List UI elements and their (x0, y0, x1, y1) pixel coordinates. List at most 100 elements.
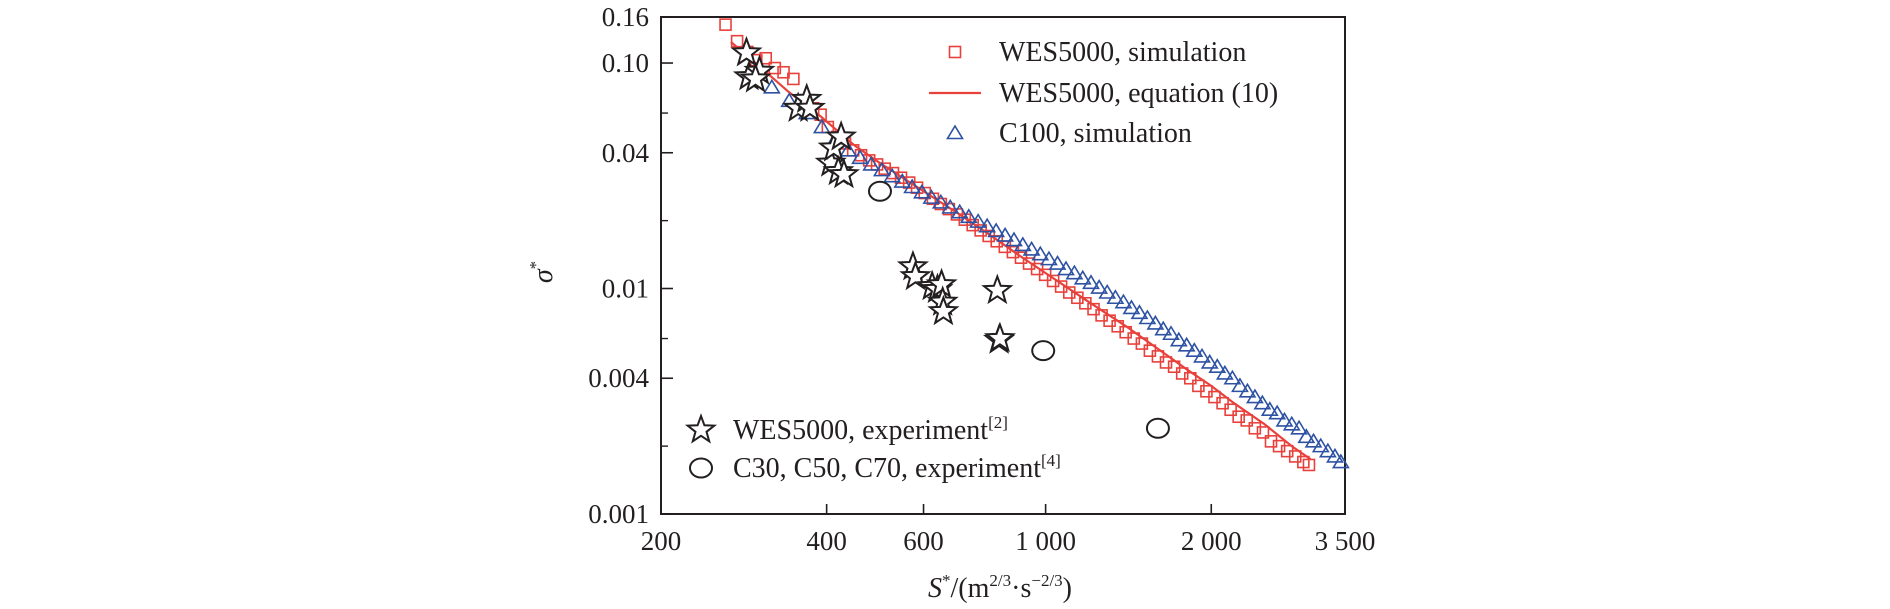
data-point-square (1256, 426, 1270, 439)
data-point-triangle (1162, 325, 1180, 341)
data-point-triangle (1297, 428, 1316, 444)
legend-label: C30, C50, C70, experiment[4] (733, 451, 1061, 484)
data-point-triangle (1057, 260, 1075, 276)
data-point-square (1240, 414, 1254, 427)
data-point-triangle (1022, 240, 1041, 256)
legend-marker-triangle (946, 124, 964, 140)
data-point-triangle (1122, 299, 1141, 315)
data-point-triangle (1215, 364, 1234, 380)
data-point-triangle (883, 167, 901, 183)
data-point-triangle (1090, 278, 1109, 294)
data-point-star (927, 294, 960, 326)
data-point-triangle (839, 141, 858, 157)
data-point-star (827, 157, 861, 189)
data-point-triangle (1208, 358, 1227, 374)
data-point-triangle (1040, 250, 1058, 266)
x-tick-label: 2 000 (1181, 526, 1242, 556)
data-point-triangle (1331, 453, 1350, 469)
data-point-triangle (1318, 442, 1337, 458)
data-point-triangle (1114, 293, 1133, 309)
data-point-square (777, 65, 790, 79)
data-point-triangle (969, 213, 988, 228)
data-point-star (981, 273, 1014, 305)
data-point-triangle (959, 208, 978, 224)
data-point-triangle (1246, 388, 1264, 404)
data-point-triangle (1130, 304, 1149, 320)
data-point-triangle (1275, 411, 1294, 427)
y-tick-label: 0.004 (588, 363, 649, 393)
data-point-star (793, 91, 827, 122)
series-triangle (762, 78, 1350, 469)
legend-bottom-left: WES5000, experiment[2] C30, C50, C70, exp… (684, 413, 1061, 484)
data-point-triangle (1106, 289, 1125, 305)
x-tick-label: 200 (641, 526, 682, 556)
data-point-triangle (1253, 394, 1272, 410)
data-point-square (1159, 356, 1173, 369)
data-point-triangle (851, 149, 869, 165)
data-point-triangle (1238, 382, 1257, 398)
data-point-triangle (996, 226, 1015, 242)
series-circle (867, 180, 1170, 439)
data-point-square (719, 18, 732, 31)
data-point-triangle (903, 178, 922, 194)
data-point-triangle (1154, 320, 1173, 336)
y-axis-title: σ* (526, 261, 559, 283)
data-point-triangle (1223, 369, 1242, 385)
data-point-triangle (1200, 353, 1219, 369)
data-point-square (1135, 337, 1149, 350)
data-point-triangle (1290, 419, 1308, 435)
legend-marker-circle (689, 457, 713, 479)
y-tick-label: 0.16 (602, 2, 649, 32)
data-point-star (899, 259, 932, 291)
data-point-square (1216, 396, 1229, 410)
data-point-triangle (950, 203, 969, 219)
data-point-square (1224, 403, 1237, 417)
data-point-triangle (913, 183, 931, 199)
x-tick-label: 600 (903, 526, 944, 556)
data-point-triangle (1138, 309, 1157, 325)
axes: 200 400 600 1 000 2 000 3 500 0.001 0.004 0.01 0.… (588, 2, 1375, 556)
data-point-star (739, 62, 772, 93)
data-point-square (1302, 458, 1316, 472)
data-point-square (1183, 371, 1197, 385)
data-point-square (1167, 360, 1181, 374)
data-point-triangle (1169, 331, 1188, 347)
y-tick-label: 0.01 (602, 274, 649, 304)
data-point-triangle (1304, 432, 1323, 448)
data-point-square (862, 154, 876, 167)
data-point-triangle (1082, 274, 1100, 290)
data-point-triangle (812, 118, 831, 134)
data-point-triangle (1098, 283, 1117, 299)
data-point-triangle (1268, 404, 1287, 420)
data-point-square (730, 34, 744, 48)
data-point-square (787, 72, 800, 86)
data-point-circle (867, 180, 892, 202)
data-point-star (983, 321, 1017, 353)
legend-label: C100, simulation (999, 118, 1192, 149)
data-point-star (730, 35, 763, 67)
x-tick-label: 400 (806, 526, 847, 556)
data-point-triangle (978, 217, 997, 233)
data-point-triangle (941, 198, 960, 214)
data-point-triangle (1013, 236, 1032, 252)
data-point-circle (1031, 340, 1056, 362)
x-tick-label: 1 000 (1015, 526, 1076, 556)
data-point-triangle (893, 173, 912, 188)
data-point-triangle (1177, 336, 1196, 352)
data-point-triangle (1073, 269, 1092, 285)
series-star (730, 35, 1017, 354)
legend-label: WES5000, simulation (999, 37, 1246, 68)
data-point-triangle (1048, 255, 1067, 270)
data-point-triangle (1282, 415, 1301, 431)
data-point-triangle (1005, 231, 1023, 247)
legend-label: WES5000, equation (10) (999, 78, 1278, 109)
data-point-triangle (1193, 347, 1211, 363)
legend-marker-star (684, 413, 718, 444)
data-point-circle (1145, 417, 1170, 439)
data-point-triangle (1260, 401, 1279, 417)
legend-top-right: WES5000, simulation WES5000, equation (10… (929, 37, 1278, 149)
data-point-triangle (1185, 342, 1204, 357)
y-tick-label: 0.10 (602, 48, 649, 78)
data-point-triangle (1146, 314, 1165, 330)
